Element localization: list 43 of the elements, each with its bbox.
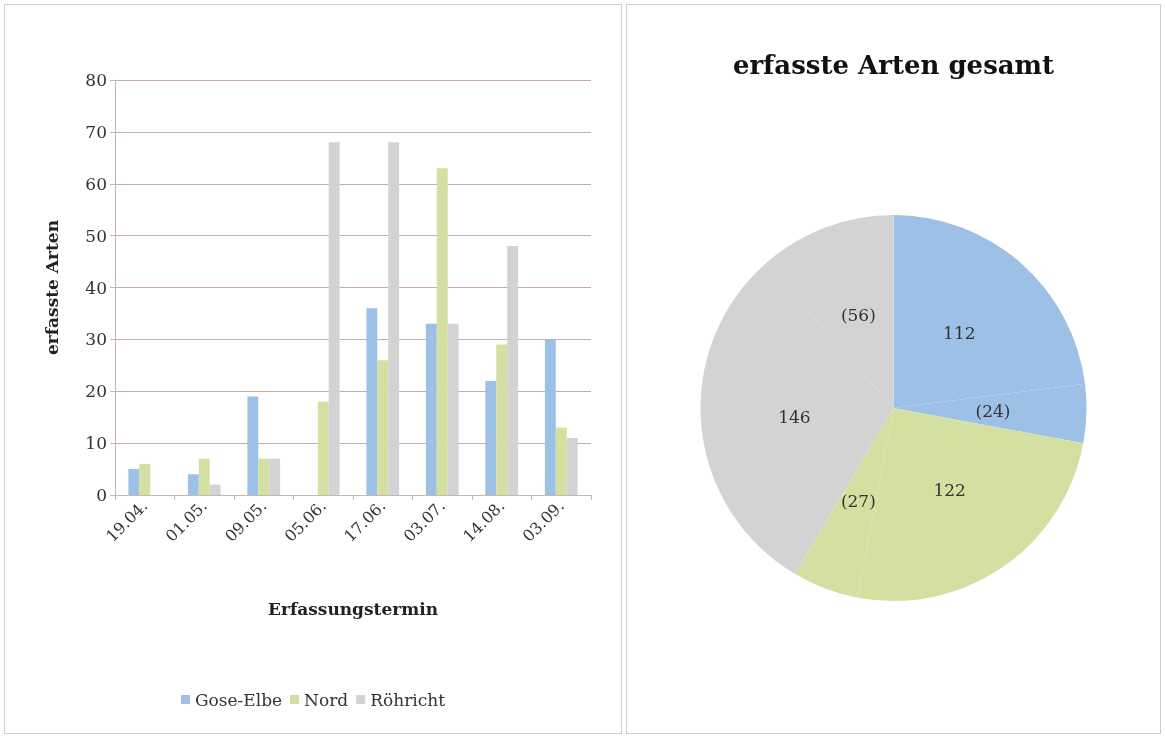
bar [247,396,259,495]
bar [377,360,389,495]
y-tick-label: 40 [85,277,107,298]
bar [366,308,378,495]
bar [187,474,199,495]
y-tick-label: 30 [85,329,107,350]
bar [317,401,329,495]
data-label: (24) [975,400,1011,421]
y-tick-label: 70 [85,121,107,142]
y-tick-label: 10 [85,433,107,454]
bar [436,168,448,495]
data-label: 146 [778,407,811,428]
y-tick-label: 80 [85,70,107,90]
bar [425,323,437,495]
bar [198,458,210,495]
bar [258,458,270,495]
bar [544,339,556,495]
bar [139,463,151,495]
x-axis-title: Erfassungstermin [268,598,438,619]
bar [447,323,459,495]
bar [566,437,578,495]
bar [388,142,400,495]
legend-label: Röhricht [370,689,446,710]
data-label: (56) [840,304,876,325]
chart-title: erfasste Arten gesamt [732,50,1055,80]
bar [209,484,221,495]
legend-label: Gose-Elbe [194,689,283,710]
y-tick-label: 0 [96,485,107,505]
data-label: 122 [933,480,966,501]
bar [128,469,140,495]
bar [485,380,497,495]
legend-label: Nord [304,689,349,710]
y-tick-label: 50 [85,225,107,246]
bar [269,458,281,495]
data-label: 112 [943,323,976,344]
y-axis-title: erfasste Arten [41,219,62,356]
y-tick-label: 20 [85,381,107,402]
y-tick-label: 60 [85,173,107,194]
data-label: (27) [840,491,876,512]
bar [555,427,567,495]
bar [328,142,340,495]
bar [507,246,519,495]
bar [496,344,508,495]
